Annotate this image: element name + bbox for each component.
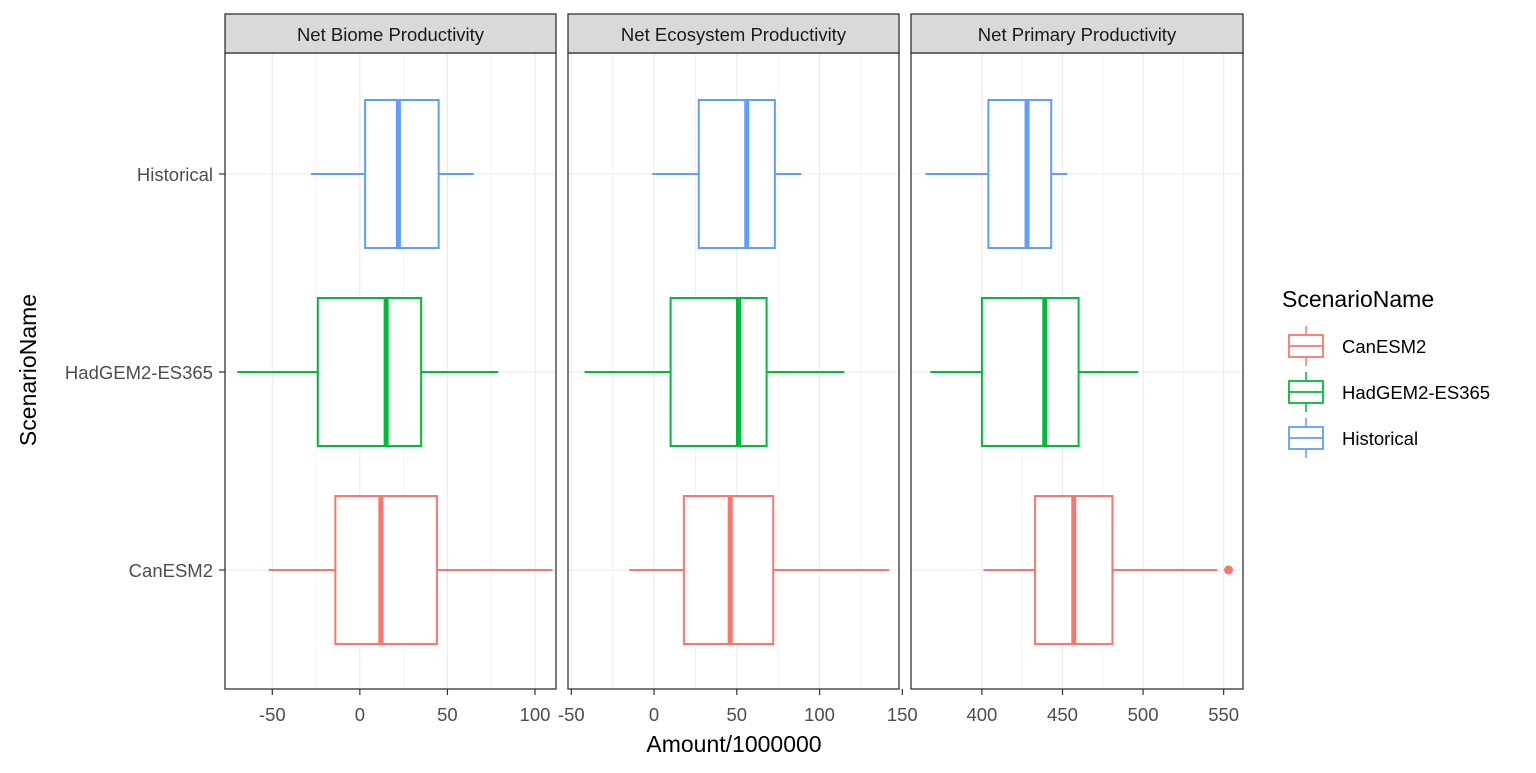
- outlier-point: [1223, 565, 1233, 575]
- legend-key-canesm2: CanESM2: [1288, 326, 1426, 366]
- x-tick-label: 550: [1208, 704, 1239, 725]
- iqr-box: [316, 297, 423, 447]
- facet-panel-net-primary-productivity: Net Primary Productivity 400 450 500 550: [910, 13, 1244, 725]
- box-canesm2: [268, 495, 553, 645]
- x-tick-label: 50: [727, 704, 748, 725]
- box-historical: [925, 99, 1068, 249]
- facet-strip: [224, 13, 557, 54]
- x-tick-label: 100: [520, 704, 551, 725]
- facet-panel-net-biome-productivity: Net Biome Productivity -50 0 50 100: [224, 13, 557, 725]
- facet-strip: [910, 13, 1244, 54]
- x-tick-label: 400: [966, 704, 997, 725]
- box-canesm2: [983, 495, 1233, 645]
- y-tick-label: CanESM2: [129, 560, 213, 581]
- x-axis-title: Amount/1000000: [646, 731, 821, 757]
- iqr-box: [987, 99, 1053, 249]
- box-historical: [310, 99, 474, 249]
- iqr-box: [980, 297, 1080, 447]
- y-axis-title: ScenarioName: [15, 294, 41, 446]
- facet-strip-label: Net Ecosystem Productivity: [621, 24, 847, 45]
- iqr-box: [697, 99, 776, 249]
- y-tick-label: HadGEM2-ES365: [65, 362, 213, 383]
- facet-strip-label: Net Biome Productivity: [297, 24, 485, 45]
- facet-panel-net-ecosystem-productivity: Net Ecosystem Productivity -50 0 50 100 150: [558, 13, 918, 725]
- iqr-box: [334, 495, 438, 645]
- iqr-box: [669, 297, 768, 447]
- facet-strip-label: Net Primary Productivity: [978, 24, 1177, 45]
- x-tick-label: -50: [259, 704, 286, 725]
- x-tick-label: 0: [355, 704, 365, 725]
- legend-label: HadGEM2-ES365: [1342, 382, 1490, 403]
- x-tick-label: 450: [1047, 704, 1078, 725]
- x-tick-label: 500: [1128, 704, 1159, 725]
- x-tick-label: 0: [649, 704, 659, 725]
- box-hadgem2-es365: [237, 297, 499, 447]
- y-tick-label: Historical: [137, 164, 213, 185]
- x-tick-label: 150: [887, 704, 918, 725]
- box-canesm2: [629, 495, 890, 645]
- legend-key-hadgem2-es365: HadGEM2-ES365: [1288, 372, 1490, 412]
- iqr-box: [364, 99, 440, 249]
- x-tick-label: 100: [804, 704, 835, 725]
- legend-key-historical: Historical: [1288, 418, 1418, 458]
- legend-keys: CanESM2 HadGEM2-ES365 Historical: [1288, 326, 1490, 458]
- facet-strip: [567, 13, 900, 54]
- box-historical: [652, 99, 802, 249]
- x-tick-label: -50: [558, 704, 585, 725]
- legend-title: ScenarioName: [1282, 286, 1434, 312]
- box-hadgem2-es365: [930, 297, 1139, 447]
- y-axis: CanESM2 HadGEM2-ES365 Historical: [65, 164, 225, 581]
- box-hadgem2-es365: [584, 297, 845, 447]
- x-tick-label: 50: [437, 704, 458, 725]
- legend: ScenarioName CanESM2 HadGEM2-ES365 Histori…: [1282, 286, 1490, 458]
- legend-label: CanESM2: [1342, 336, 1426, 357]
- legend-label: Historical: [1342, 428, 1418, 449]
